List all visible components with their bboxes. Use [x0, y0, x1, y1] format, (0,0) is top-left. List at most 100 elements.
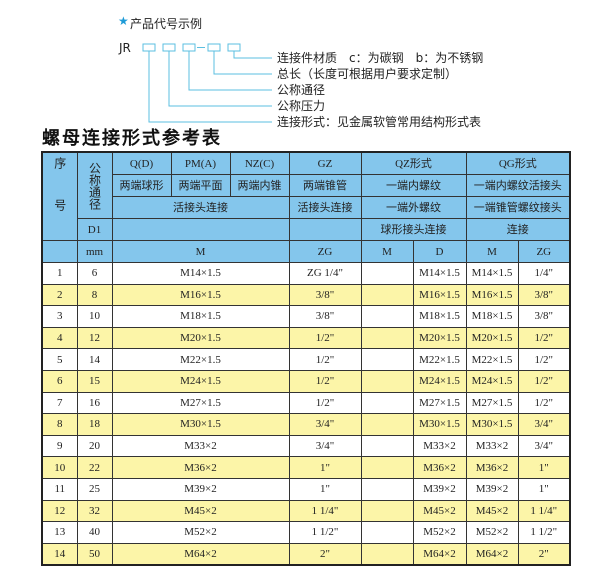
- row-m: M14×1.5: [111, 262, 290, 285]
- qg-m: M: [465, 240, 519, 263]
- table-row: 8 18 M30×1.5 3/4" M30×1.5 M30×1.5 3/4": [41, 413, 571, 436]
- table-row: 11 25 M39×2 1" M39×2 M39×2 1": [41, 477, 571, 501]
- leader-line: [148, 51, 272, 123]
- qz-d: D: [412, 240, 467, 263]
- row-zg: 1": [288, 456, 362, 479]
- row-seq: 9: [41, 434, 78, 458]
- code-label: 总长（长度可根据用户要求定制）: [277, 67, 458, 81]
- nz-desc: 两端内锥: [229, 174, 290, 197]
- row-qg-m: M64×2: [465, 542, 519, 566]
- row-qz-m: [360, 348, 414, 371]
- row-qg-zg: 1/2": [517, 348, 571, 371]
- row-d1: 16: [76, 391, 113, 415]
- gz-desc: 两端锥管: [288, 174, 362, 197]
- row-zg: 1/2": [288, 348, 362, 371]
- row-qg-m: M16×1.5: [465, 283, 519, 307]
- row-d1: 15: [76, 369, 113, 393]
- d1-header: D1: [76, 218, 113, 241]
- pm-desc: 两端平面: [170, 174, 231, 197]
- row-qz-d: M16×1.5: [412, 283, 467, 307]
- row-qg-m: M36×2: [465, 456, 519, 479]
- row-qz-d: M24×1.5: [412, 369, 467, 393]
- row-qg-m: M14×1.5: [465, 262, 519, 285]
- row-zg: 3/4": [288, 434, 362, 458]
- row-qz-d: M36×2: [412, 456, 467, 479]
- row-qz-d: M20×1.5: [412, 326, 467, 350]
- qz-conn: 一端外螺纹: [360, 196, 467, 219]
- qg-conn2: 连接: [465, 218, 571, 241]
- col-qg: QG形式: [465, 151, 571, 175]
- row-qg-m: M30×1.5: [465, 413, 519, 436]
- thread-zg: ZG: [288, 240, 362, 263]
- blank: [41, 240, 78, 263]
- code-box: [182, 43, 196, 52]
- code-box: [227, 43, 241, 52]
- row-qg-m: M33×2: [465, 434, 519, 458]
- table-row: 13 40 M52×2 1 1/2" M52×2 M52×2 1 1/2": [41, 521, 571, 544]
- row-d1: 8: [76, 283, 113, 307]
- row-qg-m: M20×1.5: [465, 326, 519, 350]
- row-qg-zg: 1/2": [517, 391, 571, 415]
- col-gz: GZ: [288, 151, 362, 175]
- qpn-conn: 活接头连接: [111, 196, 290, 219]
- code-box: [207, 43, 221, 52]
- row-qg-zg: 1/4": [517, 262, 571, 285]
- row-d1: 20: [76, 434, 113, 458]
- row-seq: 3: [41, 305, 78, 328]
- row-qg-zg: 2": [517, 542, 571, 566]
- row-qz-m: [360, 499, 414, 523]
- blank: [288, 218, 362, 241]
- row-m: M24×1.5: [111, 369, 290, 393]
- row-zg: 1 1/2": [288, 521, 362, 544]
- row-m: M45×2: [111, 499, 290, 523]
- row-qz-d: M22×1.5: [412, 348, 467, 371]
- row-qz-m: [360, 391, 414, 415]
- row-qz-m: [360, 456, 414, 479]
- table-row: 5 14 M22×1.5 1/2" M22×1.5 M22×1.5 1/2": [41, 348, 571, 371]
- row-seq: 6: [41, 369, 78, 393]
- row-qg-zg: 1": [517, 477, 571, 501]
- row-qz-d: M30×1.5: [412, 413, 467, 436]
- row-qg-m: M45×2: [465, 499, 519, 523]
- code-label: 公称压力: [277, 99, 326, 113]
- table-title: 螺母连接形式参考表: [42, 128, 222, 149]
- row-qz-d: M27×1.5: [412, 391, 467, 415]
- row-qz-d: M64×2: [412, 542, 467, 566]
- row-zg: 1/2": [288, 369, 362, 393]
- row-m: M16×1.5: [111, 283, 290, 307]
- row-qg-m: M52×2: [465, 521, 519, 544]
- row-qg-zg: 3/4": [517, 434, 571, 458]
- table-row: 7 16 M27×1.5 1/2" M27×1.5 M27×1.5 1/2": [41, 391, 571, 415]
- thread-m: M: [111, 240, 290, 263]
- unit-mm: mm: [76, 240, 113, 263]
- blank: [111, 218, 290, 241]
- row-seq: 2: [41, 283, 78, 307]
- row-d1: 18: [76, 413, 113, 436]
- row-d1: 40: [76, 521, 113, 544]
- code-label: 连接形式：见金属软管常用结构形式表: [277, 115, 482, 129]
- code-box: [162, 43, 176, 52]
- row-seq: 12: [41, 499, 78, 523]
- row-qz-d: M52×2: [412, 521, 467, 544]
- row-seq: 14: [41, 542, 78, 566]
- row-seq: 1: [41, 262, 78, 285]
- row-seq: 5: [41, 348, 78, 371]
- row-qz-d: M45×2: [412, 499, 467, 523]
- q-desc: 两端球形: [111, 174, 172, 197]
- row-qz-m: [360, 262, 414, 285]
- code-prefix: JR: [119, 41, 131, 55]
- qz-m: M: [360, 240, 414, 263]
- table-row: 3 10 M18×1.5 3/8" M18×1.5 M18×1.5 3/8": [41, 305, 571, 328]
- row-m: M30×1.5: [111, 413, 290, 436]
- row-zg: ZG 1/4": [288, 262, 362, 285]
- row-zg: 1/2": [288, 326, 362, 350]
- row-qz-m: [360, 305, 414, 328]
- row-qg-zg: 1": [517, 456, 571, 479]
- row-qg-zg: 1/2": [517, 326, 571, 350]
- row-m: M39×2: [111, 477, 290, 501]
- leader-line: [213, 51, 272, 75]
- row-d1: 32: [76, 499, 113, 523]
- col-qz: QZ形式: [360, 151, 467, 175]
- row-seq: 11: [41, 477, 78, 501]
- row-zg: 1 1/4": [288, 499, 362, 523]
